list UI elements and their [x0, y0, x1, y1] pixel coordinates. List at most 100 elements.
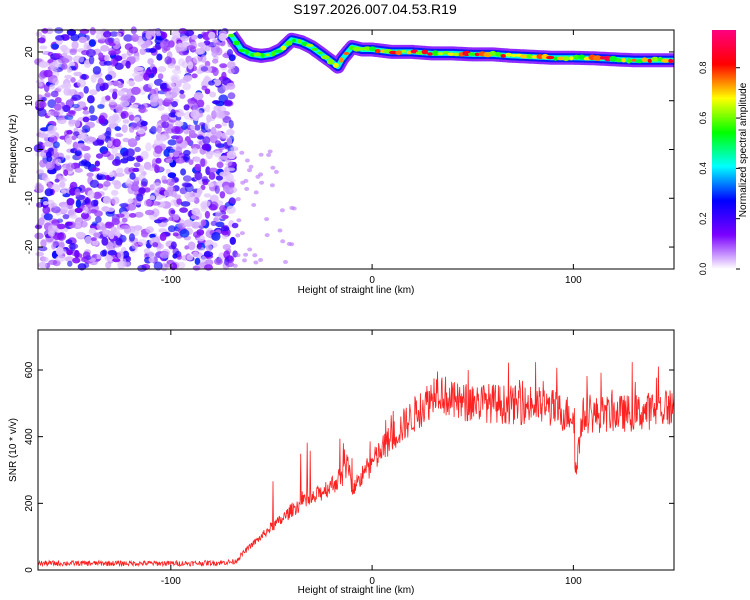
noise-blob [267, 149, 273, 154]
noise-blob [64, 74, 73, 80]
noise-blob [264, 217, 270, 222]
noise-blob [129, 233, 135, 242]
noise-blob [204, 264, 213, 271]
spectrogram-noise-region [33, 26, 297, 272]
ridge-peak [569, 56, 574, 61]
noise-blob [208, 80, 215, 86]
ridge-peak [311, 47, 319, 51]
noise-blob [139, 48, 147, 55]
noise-blob [47, 182, 53, 189]
noise-blob [190, 125, 196, 130]
x-tick-label: 0 [369, 275, 375, 286]
ridge-peak [468, 52, 476, 56]
noise-blob [148, 257, 155, 263]
noise-blob [70, 77, 76, 83]
noise-blob [53, 103, 62, 111]
noise-blob [167, 63, 176, 69]
noise-blob [134, 66, 144, 71]
noise-blob [219, 171, 228, 177]
colorbar: 0.0 0.2 0.4 0.6 0.8 Normalized spectral ampl… [698, 30, 749, 275]
noise-blob [66, 66, 72, 73]
noise-blob [148, 48, 157, 53]
ridge-peak [244, 49, 249, 55]
noise-blob [113, 180, 122, 190]
ridge-peak [593, 55, 602, 61]
noise-blob [171, 76, 179, 84]
noise-blob [143, 199, 153, 207]
noise-blob [209, 150, 215, 156]
ridge-peak [253, 52, 262, 57]
snr-frame [37, 329, 675, 571]
noise-blob [78, 160, 87, 167]
noise-blob [88, 55, 95, 65]
noise-blob [45, 27, 54, 35]
noise-blob [80, 212, 90, 220]
noise-blob [212, 79, 222, 86]
noise-blob [166, 178, 176, 186]
noise-blob [196, 229, 205, 236]
noise-blob [171, 87, 181, 96]
noise-blob [248, 164, 254, 169]
noise-blob [108, 42, 116, 47]
noise-blob [37, 94, 43, 101]
noise-blob [82, 110, 91, 115]
noise-blob [173, 214, 180, 221]
noise-blob [252, 253, 258, 258]
noise-blob [151, 208, 160, 218]
noise-blob [208, 167, 218, 173]
noise-blob [136, 193, 144, 202]
noise-blob [98, 115, 106, 124]
noise-blob [154, 145, 163, 154]
noise-blob [44, 92, 51, 98]
noise-blob [48, 230, 55, 237]
noise-blob [179, 229, 190, 238]
noise-blob [219, 63, 228, 69]
noise-blob [197, 99, 205, 108]
noise-blob [96, 222, 106, 231]
noise-blob [65, 155, 71, 160]
noise-blob [182, 82, 191, 91]
noise-blob [165, 158, 174, 164]
noise-blob [39, 101, 47, 108]
noise-blob [87, 136, 97, 143]
ridge-peak [447, 52, 455, 56]
noise-blob [51, 219, 60, 227]
noise-blob [114, 55, 123, 62]
noise-blob [91, 167, 101, 172]
ridge-peak [427, 52, 434, 56]
noise-blob [197, 42, 206, 48]
noise-blob [232, 263, 238, 268]
snr-plot-area [38, 330, 674, 570]
noise-blob [125, 148, 135, 157]
noise-blob [226, 150, 237, 160]
ridge-peak [661, 58, 670, 63]
colorbar-tick-label: 0.4 [698, 162, 708, 175]
noise-blob [204, 88, 211, 95]
noise-blob [115, 237, 123, 246]
noise-blob [228, 186, 238, 194]
noise-blob [71, 103, 80, 109]
noise-blob [57, 223, 66, 230]
y-tick-label: 0 [24, 146, 35, 152]
noise-blob [213, 150, 222, 158]
noise-blob [211, 110, 217, 119]
y-tick-label: -10 [24, 191, 35, 206]
noise-blob [81, 128, 89, 133]
noise-blob [40, 239, 47, 248]
noise-blob [200, 158, 206, 168]
noise-blob [74, 188, 81, 197]
noise-blob [167, 172, 177, 179]
noise-blob [114, 126, 122, 132]
noise-blob [175, 135, 184, 144]
noise-blob [115, 172, 125, 177]
noise-blob [235, 197, 241, 202]
noise-blob [203, 193, 212, 198]
noise-blob [116, 213, 125, 218]
ridge-peak [562, 56, 570, 62]
noise-blob [137, 264, 147, 272]
noise-blob [73, 131, 80, 137]
noise-blob [123, 261, 131, 268]
noise-blob [145, 142, 152, 152]
ridge-peak [369, 46, 376, 52]
